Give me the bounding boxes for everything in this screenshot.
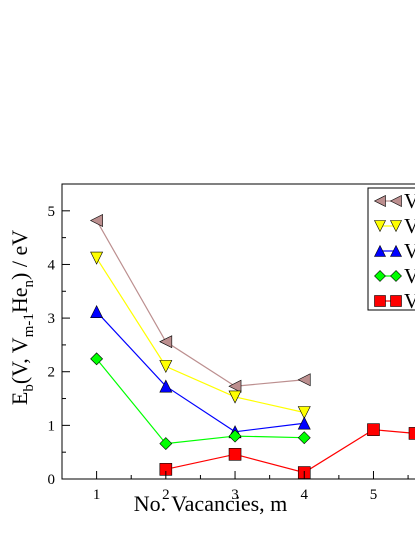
- legend-label: V: [404, 264, 415, 288]
- x-axis-label: No. Vacancies, m: [134, 491, 288, 516]
- axis-ticks: 1 2 3 4 5 0 1 2 3 4 5: [48, 204, 409, 503]
- series-2-line: [96, 257, 305, 414]
- series-1-point: [228, 379, 242, 393]
- series-5-point: [408, 427, 415, 440]
- x-tick-label: 3: [231, 487, 239, 503]
- legend-marker: [389, 195, 402, 207]
- y-tick-label: 2: [48, 365, 56, 381]
- legend-marker: [374, 270, 386, 282]
- series-2-point: [90, 251, 104, 265]
- x-tick-label: 1: [93, 487, 101, 503]
- legend-marker: [390, 220, 402, 233]
- legend-marker: [390, 244, 402, 257]
- series-4-point: [297, 431, 311, 445]
- series-3-point: [159, 379, 173, 393]
- series-layer: [89, 213, 415, 479]
- legend-marker: [390, 270, 402, 282]
- legend-label: V: [404, 289, 415, 313]
- series-5-point: [228, 448, 242, 461]
- x-tick-label: 2: [162, 487, 170, 503]
- y-label-mid1: (V, V: [7, 337, 32, 384]
- series-5-line: [165, 429, 415, 474]
- x-tick-label: 5: [370, 487, 378, 503]
- y-label-tail: ) / eV: [7, 230, 32, 280]
- legend-label: V: [404, 214, 415, 238]
- y-tick-label: 0: [48, 472, 56, 488]
- series-1-point: [89, 213, 103, 227]
- y-label-sub-b: b: [21, 384, 37, 392]
- series-4-point: [90, 352, 104, 366]
- legend-label: V: [404, 189, 415, 213]
- y-label-sub-m1: m-1: [21, 313, 37, 337]
- y-tick-label: 1: [48, 418, 56, 434]
- y-tick-label: 5: [48, 204, 56, 220]
- series-4-point: [159, 437, 173, 451]
- series-5-point: [367, 423, 380, 436]
- x-tick-label: 4: [301, 487, 309, 503]
- plot-frame: [61, 183, 415, 480]
- y-label-mid2: He: [7, 287, 32, 313]
- y-axis-label: Eb(V, Vm-1Hen) / eV: [7, 230, 37, 405]
- series-3-point: [297, 416, 311, 430]
- series-1-point: [297, 373, 311, 387]
- y-tick-label: 4: [48, 257, 56, 273]
- y-label-e: E: [7, 392, 32, 405]
- legend-label: V: [404, 239, 415, 263]
- series-4-point: [228, 429, 242, 443]
- series-1-line: [96, 220, 305, 387]
- legend-marker: [374, 220, 386, 233]
- series-1-point: [159, 335, 173, 349]
- legend-marker: [374, 244, 386, 257]
- series-2-point: [297, 406, 311, 420]
- legend-marker: [373, 195, 386, 207]
- series-3-point: [90, 304, 104, 318]
- y-tick-label: 3: [48, 311, 56, 327]
- series-2-point: [228, 390, 242, 404]
- series-3-line: [96, 311, 305, 433]
- series-4-line: [96, 358, 305, 445]
- legend-marker: [390, 295, 402, 307]
- legend-marker: [374, 295, 386, 307]
- legend-box: [367, 187, 415, 311]
- y-label-sub-n: n: [21, 279, 37, 287]
- series-2-point: [159, 360, 173, 374]
